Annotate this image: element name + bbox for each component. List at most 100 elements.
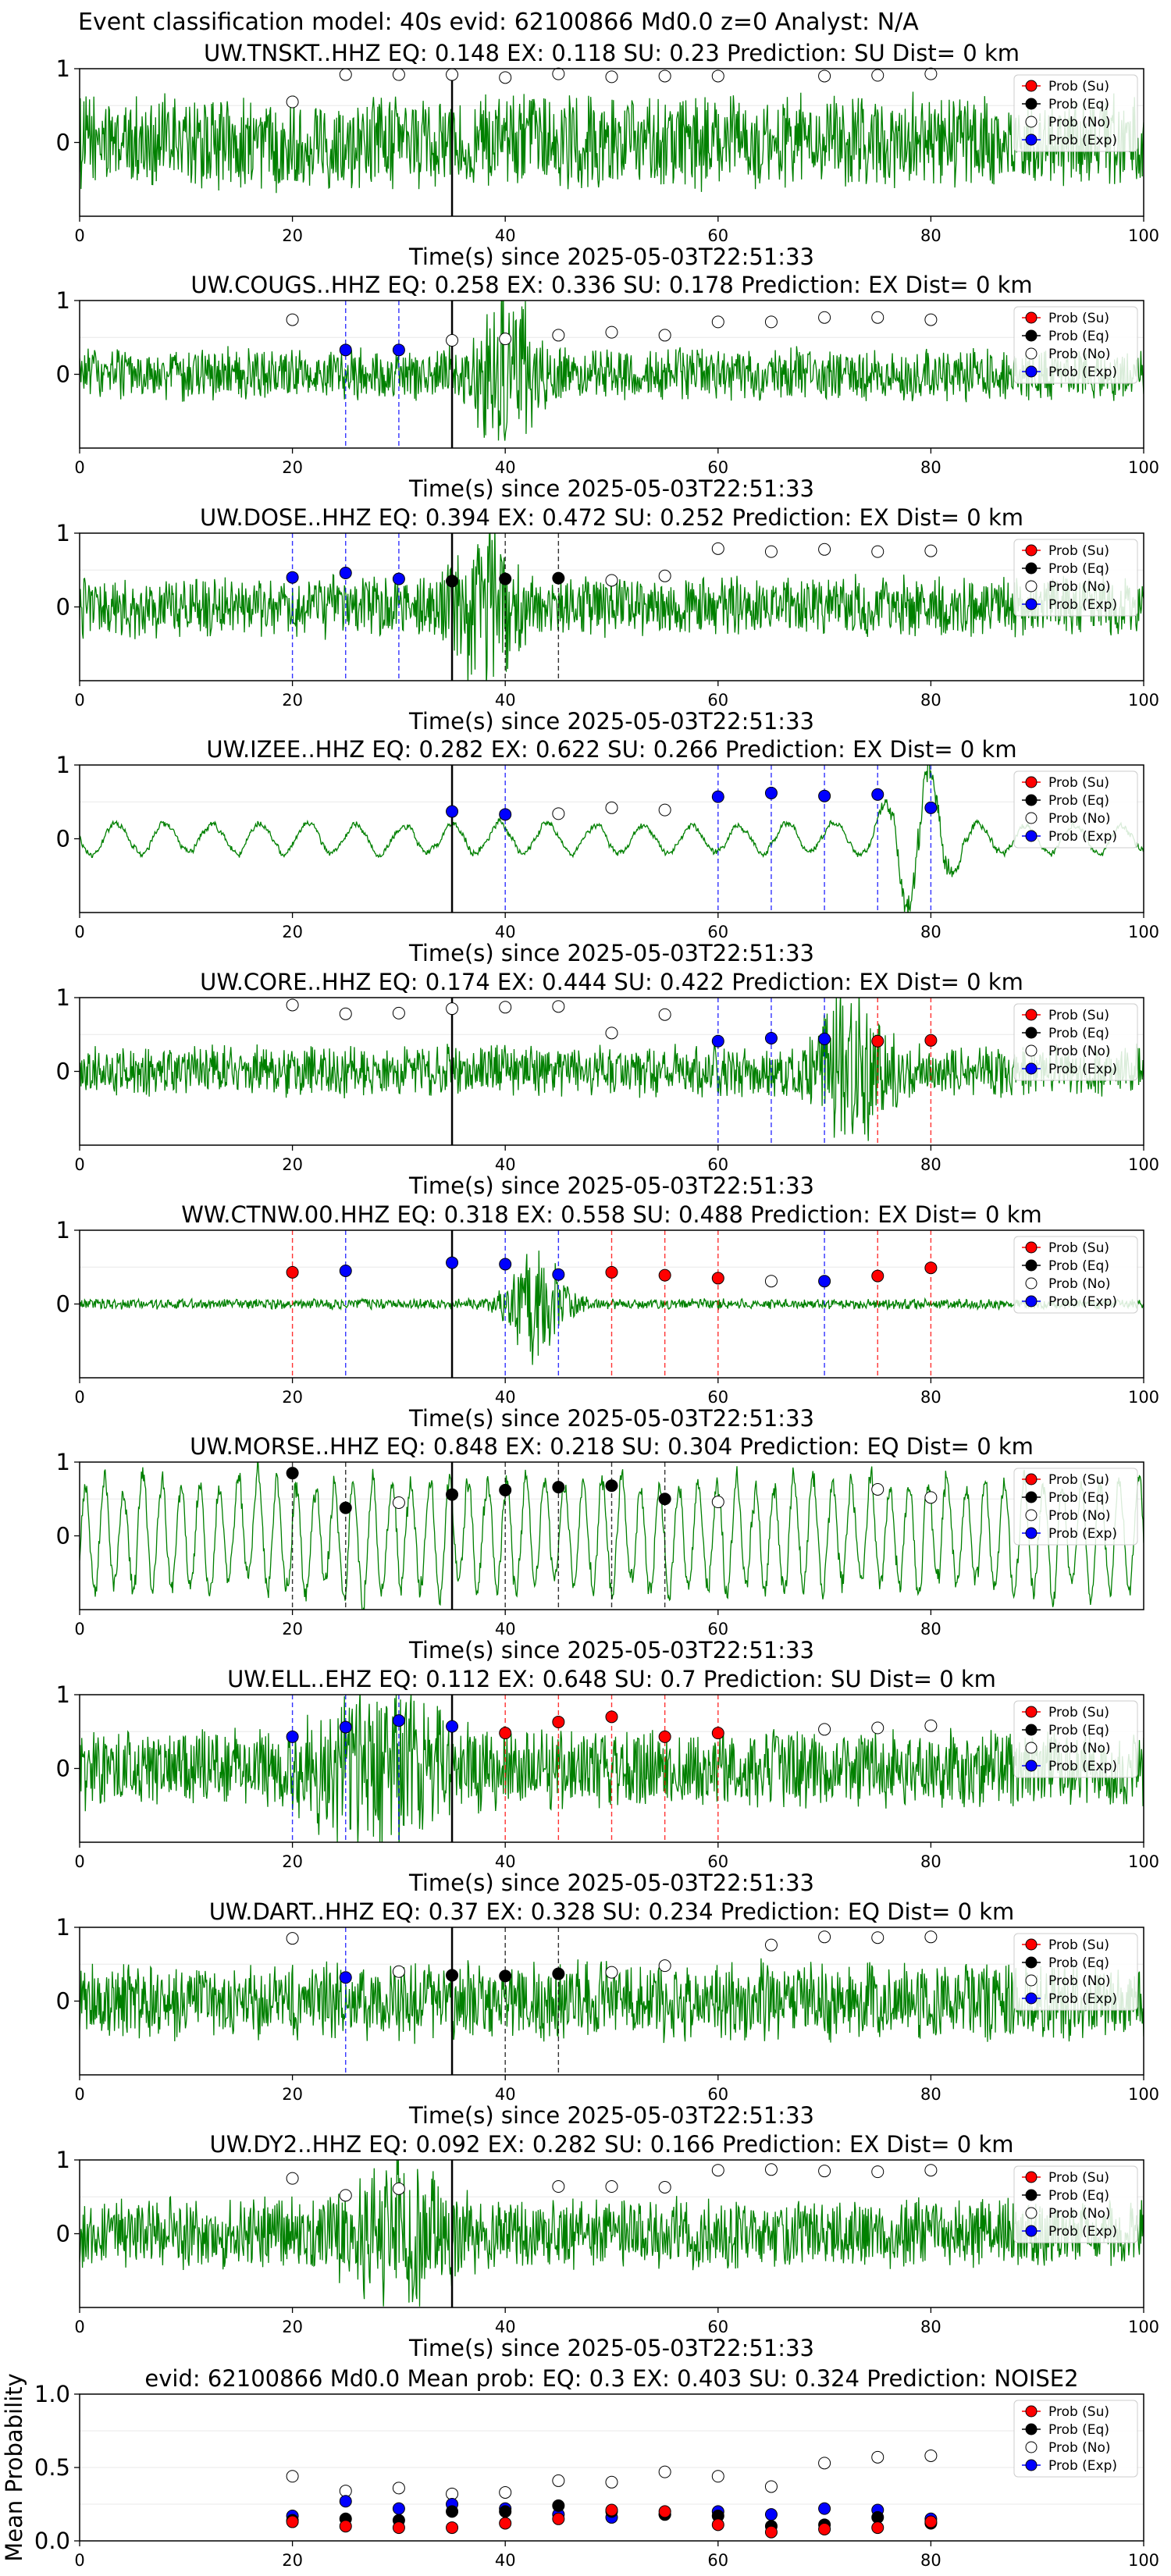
x-axis-label: Time(s) since 2025-05-03T22:51:33 — [408, 1405, 814, 1432]
x-tick-label: 60 — [707, 691, 728, 710]
legend-marker-exp — [1025, 2459, 1038, 2471]
prob-marker-no — [658, 2180, 671, 2194]
x-tick-label: 80 — [920, 458, 941, 477]
waveform-trace — [80, 301, 1144, 441]
x-tick-label: 0 — [74, 1388, 84, 1407]
x-tick-label: 20 — [282, 2551, 303, 2570]
prob-marker-no — [446, 68, 459, 81]
prob-marker-exp — [871, 788, 884, 801]
legend-marker-su — [1025, 1706, 1038, 1718]
x-tick-label: 0 — [74, 1852, 84, 1871]
legend-label-exp: Prob (Exp) — [1048, 1294, 1117, 1310]
x-tick-label: 20 — [282, 923, 303, 941]
x-tick-label: 40 — [495, 2318, 516, 2336]
y-tick-label: 0 — [56, 361, 70, 388]
legend-label-no: Prob (No) — [1048, 2440, 1111, 2456]
mean-prob-marker-no — [711, 2470, 724, 2483]
legend-label-no: Prob (No) — [1048, 115, 1111, 130]
x-tick-label: 60 — [707, 458, 728, 477]
x-tick-label: 0 — [74, 923, 84, 941]
legend-marker-exp — [1025, 2225, 1038, 2237]
y-tick-label: 0 — [56, 826, 70, 852]
waveform-trace — [80, 998, 1144, 1141]
prob-marker-exp — [339, 567, 352, 580]
prob-marker-no — [392, 68, 405, 81]
prob-marker-su — [924, 1034, 938, 1047]
prob-marker-exp — [499, 1258, 512, 1271]
mean-prob-marker-su — [446, 2521, 459, 2535]
legend-marker-su — [1025, 1009, 1038, 1021]
prob-marker-no — [764, 1275, 778, 1288]
legend-marker-su — [1025, 311, 1038, 324]
legend-label-eq: Prob (Eq) — [1048, 1490, 1109, 1506]
y-tick-label: 0 — [56, 594, 70, 621]
x-axis-label: Time(s) since 2025-05-03T22:51:33 — [408, 2335, 814, 2361]
plot-area — [80, 1695, 1144, 1842]
prob-marker-no — [871, 69, 884, 82]
x-tick-label: 80 — [920, 1620, 941, 1638]
prob-marker-no — [392, 1496, 405, 1509]
y-tick-label: 1 — [56, 984, 70, 1011]
legend-marker-su — [1025, 1241, 1038, 1254]
plot-area — [80, 765, 1144, 913]
x-axis-label: Time(s) since 2025-05-03T22:51:33 — [408, 1637, 814, 1663]
prob-marker-su — [499, 1727, 512, 1740]
legend-label-exp: Prob (Exp) — [1048, 1062, 1117, 1077]
legend-label-eq: Prob (Eq) — [1048, 1955, 1109, 1971]
x-tick-label: 0 — [74, 2318, 84, 2336]
prob-marker-no — [711, 1496, 724, 1509]
prob-marker-no — [605, 70, 618, 84]
y-tick-label: 0.5 — [34, 2454, 70, 2481]
prob-marker-no — [605, 574, 618, 587]
x-tick-label: 20 — [282, 1155, 303, 1174]
legend-label-no: Prob (No) — [1048, 811, 1111, 827]
waveform-trace — [80, 2160, 1144, 2307]
x-tick-label: 80 — [920, 1388, 941, 1407]
x-tick-label: 20 — [282, 1388, 303, 1407]
prob-marker-no — [871, 1721, 884, 1735]
prob-marker-eq — [552, 571, 565, 585]
legend-label-eq: Prob (Eq) — [1048, 1026, 1109, 1041]
x-tick-label: 60 — [707, 226, 728, 245]
mean-prob-marker-eq — [499, 2505, 512, 2518]
legend-marker-su — [1025, 80, 1038, 92]
mean-prob-marker-su — [339, 2520, 352, 2533]
legend-label-no: Prob (No) — [1048, 579, 1111, 595]
x-tick-label: 0 — [74, 691, 84, 710]
legend-marker-exp — [1025, 365, 1038, 378]
plot-area — [80, 1927, 1144, 2075]
y-axis-label: Mean Probability — [1, 2373, 27, 2562]
x-axis-label: Time(s) since 2025-05-03T22:51:33 — [408, 708, 814, 735]
legend-marker-su — [1025, 544, 1038, 557]
prob-marker-exp — [339, 1971, 352, 1984]
x-tick-label: 60 — [707, 1852, 728, 1871]
prob-marker-no — [764, 315, 778, 329]
prob-marker-no — [446, 1002, 459, 1016]
prob-marker-su — [711, 1727, 724, 1740]
legend-label-eq: Prob (Eq) — [1048, 561, 1109, 577]
waveform-trace — [80, 765, 1144, 913]
x-tick-label: 100 — [1128, 1852, 1159, 1871]
prob-marker-no — [924, 313, 938, 326]
prob-marker-su — [711, 1272, 724, 1285]
prob-marker-no — [499, 71, 512, 84]
x-tick-label: 80 — [920, 1852, 941, 1871]
prob-marker-exp — [392, 572, 405, 585]
legend-label-no: Prob (No) — [1048, 1973, 1111, 1989]
prob-marker-exp — [764, 1031, 778, 1044]
prob-marker-eq — [446, 1488, 459, 1501]
x-tick-label: 40 — [495, 1155, 516, 1174]
prob-marker-no — [818, 2165, 831, 2178]
panel-title: UW.COUGS..HHZ EQ: 0.258 EX: 0.336 SU: 0.… — [190, 272, 1032, 298]
panel-5: UW.CORE..HHZ EQ: 0.174 EX: 0.444 SU: 0.4… — [56, 969, 1160, 1199]
panel-title: evid: 62100866 Md0.0 Mean prob: EQ: 0.3 … — [144, 2365, 1078, 2392]
legend-label-su: Prob (Su) — [1048, 543, 1109, 559]
prob-marker-no — [339, 68, 352, 81]
x-tick-label: 20 — [282, 1620, 303, 1638]
mean-prob-marker-eq — [446, 2505, 459, 2518]
mean-prob-marker-su — [286, 2515, 299, 2528]
x-tick-label: 100 — [1128, 458, 1159, 477]
prob-marker-no — [871, 545, 884, 558]
prob-marker-no — [871, 311, 884, 324]
legend-box — [1013, 306, 1138, 384]
